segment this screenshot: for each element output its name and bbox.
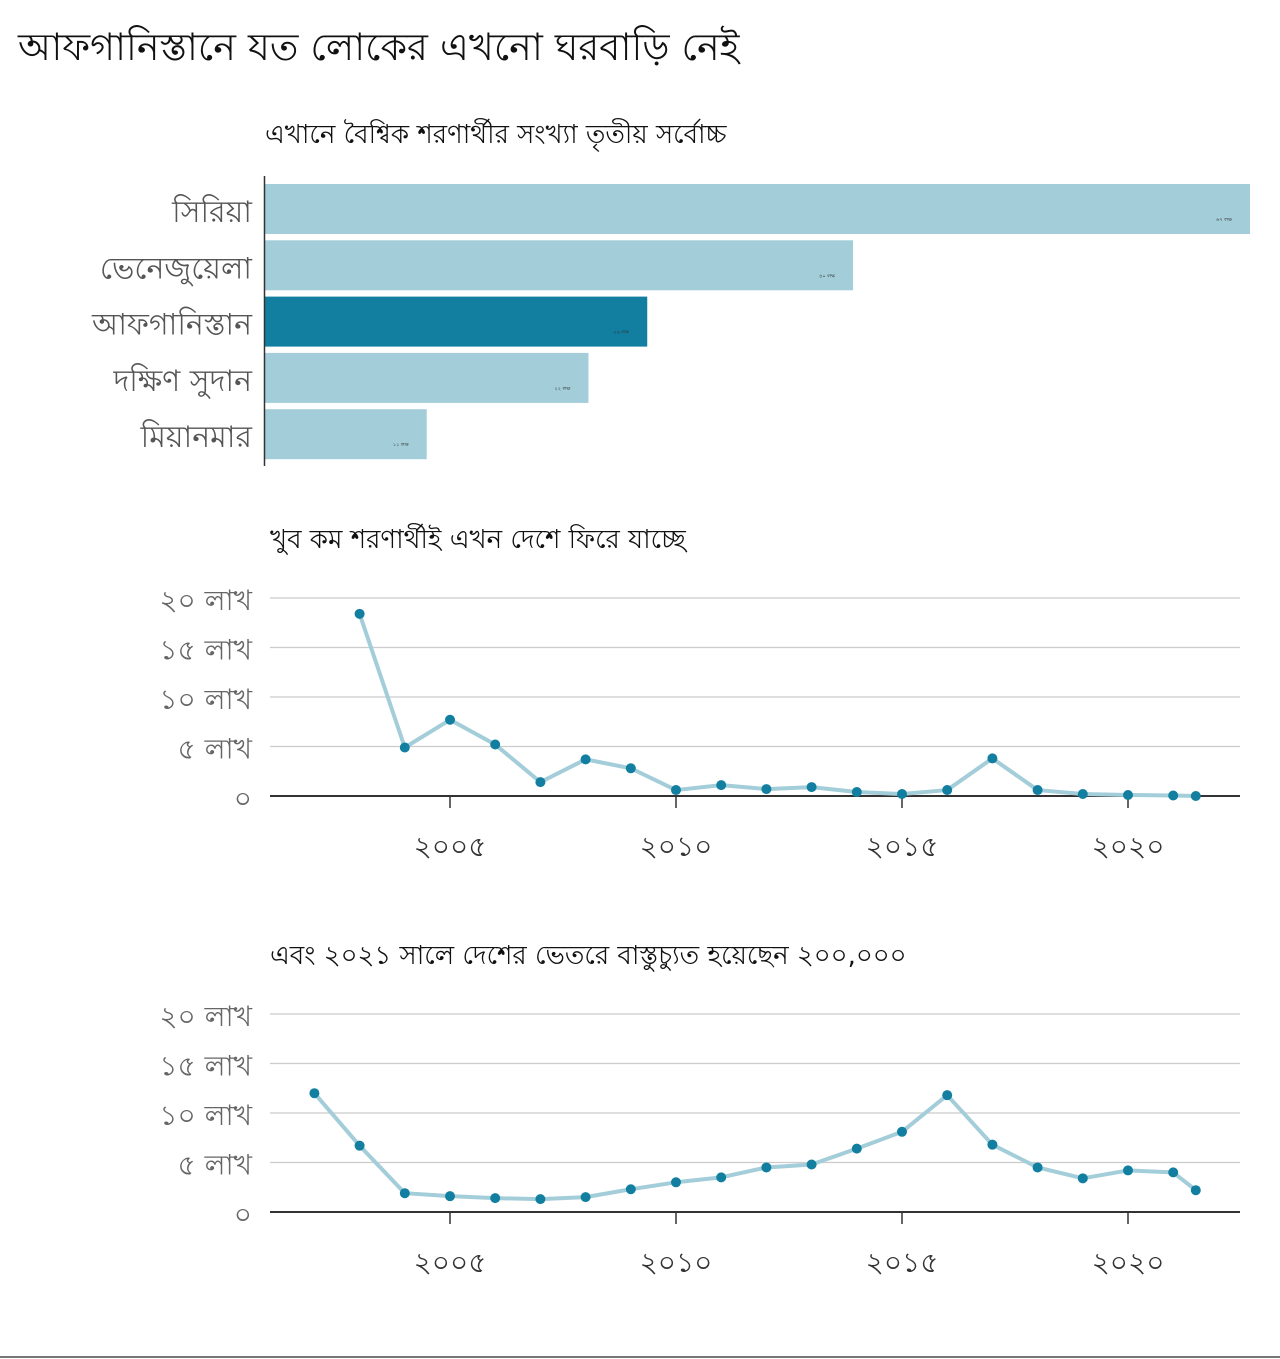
x-tick-label: ২০১০ <box>640 1246 713 1279</box>
series-line <box>357 613 1196 798</box>
y-tick-label: ১০ লাখ <box>159 683 252 716</box>
data-point <box>897 1126 907 1137</box>
y-tick-label: ১০ লাখ <box>159 1099 252 1132</box>
y-tick-label: ০ <box>234 1198 252 1231</box>
bar-category-label: আফগানিস্তান <box>91 307 253 343</box>
x-tick-label: ২০২০ <box>1092 830 1165 863</box>
bar <box>265 240 854 291</box>
data-point <box>942 1090 953 1101</box>
data-point <box>1077 789 1088 800</box>
chart-title: আফগানিস্তানে যত লোকের এখনো ঘরবাড়ি নেই <box>18 25 740 69</box>
data-point <box>671 1177 681 1188</box>
x-tick-label: ২০০৫ <box>414 1246 487 1279</box>
bar-category-label: সিরিয়া <box>171 194 253 230</box>
bar <box>265 352 589 403</box>
data-point <box>490 739 501 750</box>
bar-value-label: ৪০ লক্ষ <box>819 273 836 279</box>
bar-value-label: ১১ লক্ষ <box>393 442 410 448</box>
bar-category-label: ভেনেজুয়েলা <box>100 251 253 286</box>
data-point <box>309 1088 320 1099</box>
bar-category-label: মিয়ানমার <box>140 419 253 455</box>
bar <box>265 184 1250 234</box>
data-point <box>1168 790 1179 801</box>
data-point <box>987 753 998 764</box>
data-point <box>1190 1185 1201 1196</box>
x-tick-label: ২০১৫ <box>866 1246 939 1279</box>
data-point <box>1123 1165 1133 1176</box>
series-line <box>312 1091 1198 1202</box>
bar <box>265 409 427 460</box>
data-point <box>851 1143 862 1154</box>
data-point <box>851 787 862 798</box>
data-point <box>987 1139 998 1150</box>
x-tick-label: ২০২০ <box>1092 1246 1165 1279</box>
bar <box>265 296 648 347</box>
data-point <box>625 1184 636 1195</box>
y-tick-label: ০ <box>234 782 252 815</box>
data-point <box>1123 790 1133 801</box>
data-point <box>1032 785 1043 796</box>
data-point <box>716 780 727 791</box>
data-point <box>806 1159 817 1170</box>
data-point <box>535 777 546 788</box>
data-point <box>1077 1173 1088 1184</box>
data-point <box>1032 1162 1043 1173</box>
data-point <box>490 1193 501 1204</box>
line-chart-subtitle: খুব কম শরণার্থীই এখন দেশে ফিরে যাচ্ছে <box>270 523 688 555</box>
data-point <box>761 784 772 795</box>
data-point <box>445 714 455 725</box>
data-point <box>580 1192 591 1203</box>
y-tick-label: ১৫ লাখ <box>159 1050 252 1083</box>
data-point <box>942 785 953 796</box>
bar-category-label: দক্ষিণ সুদান <box>112 363 253 399</box>
data-point <box>716 1172 727 1183</box>
data-point <box>354 608 365 619</box>
data-point <box>445 1191 455 1202</box>
bar-value-label: ৬৭ লক্ষ <box>1216 217 1233 223</box>
y-tick-label: ২০ লাখ <box>159 1000 252 1033</box>
y-tick-label: ৫ লাখ <box>178 733 253 766</box>
bar-chart-subtitle: এখানে বৈশ্বিক শরণার্থীর সংখ্যা তৃতীয় সর… <box>265 118 728 152</box>
y-tick-label: ৫ লাখ <box>178 1149 253 1182</box>
data-point <box>535 1194 546 1205</box>
data-point <box>1190 791 1201 801</box>
data-point <box>806 782 817 793</box>
y-tick-label: ১৫ লাখ <box>159 634 252 667</box>
x-tick-label: ২০১০ <box>640 830 713 863</box>
data-point <box>897 789 907 800</box>
divider <box>0 1356 1280 1358</box>
data-point <box>625 763 636 774</box>
data-point <box>580 754 591 765</box>
x-tick-label: ২০০৫ <box>414 830 487 863</box>
data-point <box>1168 1167 1179 1178</box>
x-tick-label: ২০১৫ <box>866 830 939 863</box>
data-point <box>671 785 681 796</box>
data-point <box>761 1162 772 1173</box>
y-tick-label: ২০ লাখ <box>159 584 252 617</box>
bar-value-label: ২২ লক্ষ <box>555 386 572 392</box>
line-chart-subtitle: এবং ২০২১ সালে দেশের ভেতরে বাস্তুচ্যুত হয… <box>270 941 907 972</box>
data-point <box>399 1188 410 1199</box>
data-point <box>354 1140 365 1151</box>
data-point <box>399 742 410 753</box>
bar-value-label: ২৬ লক্ষ <box>613 330 630 336</box>
